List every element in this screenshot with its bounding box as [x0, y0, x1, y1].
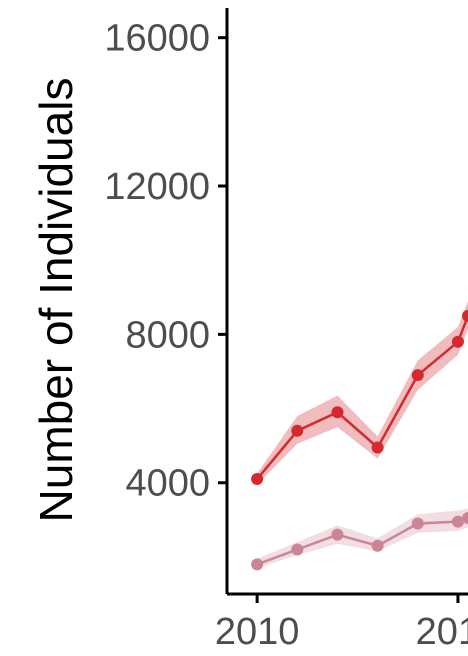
series-1-point [251, 558, 264, 571]
y-tick-label: 8000 [125, 314, 210, 356]
series-points [251, 309, 468, 571]
series-1-point [371, 539, 384, 552]
series-1-point [451, 515, 464, 528]
y-tick-label: 4000 [125, 463, 210, 505]
series-0-point [462, 309, 468, 322]
y-axis-ticks: 4000 8000 12000 16000 [104, 18, 227, 505]
series-0-point [411, 369, 424, 382]
series-1-point [291, 543, 304, 556]
series-0-band [257, 301, 468, 485]
y-axis-title: Number of Individuals [30, 78, 82, 523]
series-0-point [331, 406, 344, 419]
series-0-point [291, 424, 304, 437]
series-1-point [411, 517, 424, 530]
series-0-line [256, 315, 468, 480]
series-0-point [371, 441, 384, 454]
series-0-point [451, 335, 464, 348]
y-tick-label: 12000 [104, 166, 210, 208]
series-0-point [251, 473, 264, 486]
x-axis-ticks: 2010 2012 [215, 594, 468, 653]
series-1-band [257, 508, 468, 569]
x-tick-label: 2012 [416, 611, 468, 653]
x-tick-label: 2010 [215, 611, 300, 653]
series-1-point [331, 528, 344, 541]
y-tick-label: 16000 [104, 18, 210, 60]
series-1-point [462, 511, 468, 524]
